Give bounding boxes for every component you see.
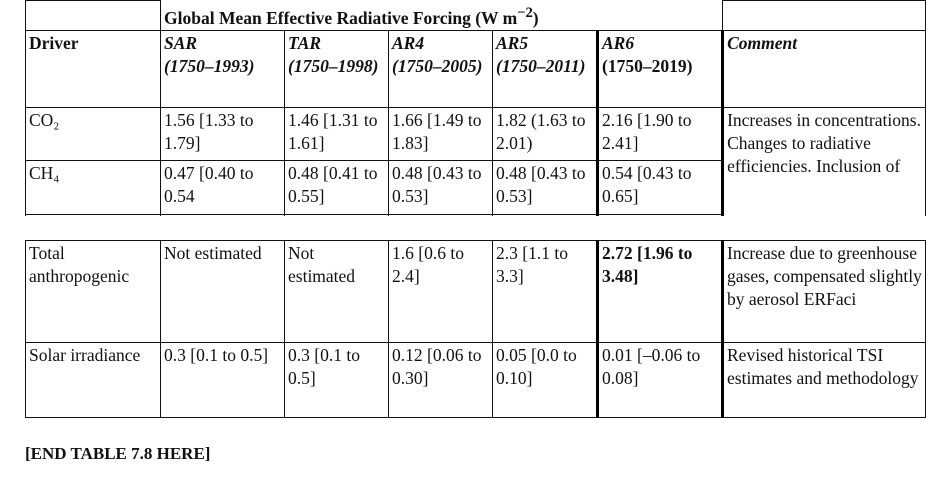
empty-cell [595, 214, 725, 216]
header-cell: AR5 (1750–2011) [492, 30, 598, 109]
column-name: AR6 [602, 33, 635, 54]
value-cell: 0.48 [0.41 to 0.55] [284, 160, 389, 216]
value-cell: 1.82 (1.63 to 2.01) [492, 107, 598, 162]
value-cell: 0.47 [0.40 to 0.54 [160, 160, 285, 216]
header-row: Driver SAR (1750–1993) TAR (1750–1998) AR4 (17… [25, 30, 927, 109]
value-cell: 0.12 [0.06 to 0.30] [388, 342, 493, 418]
column-period: (1750–1993) [164, 56, 255, 77]
data-row: Solar irradiance 0.3 [0.1 to 0.5] 0.3 [0.1… [25, 342, 926, 418]
empty-cell [25, 214, 161, 216]
comment-cell: Revised historical TSI estimates and met… [722, 342, 926, 418]
value-cell: 2.72 [1.96 to 3.48] [596, 240, 724, 343]
column-period: (1750–2005) [392, 56, 483, 77]
cut-row [25, 214, 926, 216]
column-period: (1750–1998) [288, 56, 379, 77]
empty-cell [25, 0, 161, 32]
column-name: TAR [288, 33, 322, 54]
value-cell: 0.3 [0.1 to 0.5] [284, 342, 389, 418]
header-cell: SAR (1750–1993) [160, 30, 285, 109]
value-cell: 0.48 [0.43 to 0.53] [388, 160, 493, 216]
data-row: Total anthropogenic Not estimated Not esti… [25, 240, 926, 343]
value-cell: 2.3 [1.1 to 3.3] [492, 240, 598, 343]
header-cell: Comment [722, 30, 927, 109]
table-top: Global Mean Effective Radiative Forcing … [25, 0, 927, 216]
value-cell: 2.16 [1.90 to 2.41] [595, 107, 725, 162]
column-period: (1750–2011) [496, 56, 586, 77]
column-name: SAR [164, 33, 198, 54]
table-top-clip: Global Mean Effective Radiative Forcing … [25, 0, 927, 216]
value-cell: 1.56 [1.33 to 1.79] [160, 107, 285, 162]
unit-exponent: −2 [517, 4, 533, 21]
title-row: Global Mean Effective Radiative Forcing … [25, 0, 927, 32]
data-row: CH₄ 0.47 [0.40 to 0.54 0.48 [0.41 to 0.55]… [25, 160, 926, 216]
empty-cell [492, 214, 598, 216]
header-cell: AR6 (1750–2019) [595, 30, 725, 109]
header-cell: AR4 (1750–2005) [388, 30, 493, 109]
header-cell: Driver [25, 30, 161, 109]
value-cell: 1.46 [1.31 to 1.61] [284, 107, 389, 162]
comment-cell: Increase due to greenhouse gases, compen… [722, 240, 926, 343]
value-cell: Not estimated [160, 240, 285, 343]
empty-cell [388, 214, 493, 216]
column-name: Driver [29, 33, 79, 54]
table-bottom-clip: Total anthropogenic Not estimated Not esti… [25, 240, 927, 418]
title: Global Mean Effective Radiative Forcing … [164, 7, 518, 28]
driver-cell: CO₂ [25, 107, 161, 162]
data-row: CO₂ 1.56 [1.33 to 1.79] 1.46 [1.31 to 1.61… [25, 107, 927, 216]
value-cell: 0.48 [0.43 to 0.53] [492, 160, 598, 216]
value-cell: 1.66 [1.49 to 1.83] [388, 107, 493, 162]
column-period: (1750–2019) [602, 56, 693, 77]
table-bottom: Total anthropogenic Not estimated Not esti… [25, 240, 926, 418]
empty-cell [284, 214, 389, 216]
comment-cell: Increases in concentrations. Changes to … [722, 107, 927, 216]
value-cell: Not estimated [284, 240, 389, 343]
value-cell: 0.54 [0.43 to 0.65] [595, 160, 725, 216]
driver-cell: Total anthropogenic [25, 240, 161, 343]
column-name: Comment [727, 33, 798, 54]
title-cell: Global Mean Effective Radiative Forcing … [159, 0, 724, 32]
value-cell: 0.01 [–0.06 to 0.08] [596, 342, 724, 418]
empty-cell [722, 0, 927, 32]
value-cell: 0.05 [0.0 to 0.10] [492, 342, 598, 418]
footer: [END TABLE 7.8 HERE] [25, 444, 211, 463]
title-end: ) [532, 7, 539, 28]
column-name: AR4 [392, 33, 425, 54]
value-cell: 1.6 [0.6 to 2.4] [388, 240, 493, 343]
driver-cell: Solar irradiance [25, 342, 161, 418]
empty-cell [160, 214, 285, 216]
value-cell: 0.3 [0.1 to 0.5] [160, 342, 285, 418]
header-cell: TAR (1750–1998) [284, 30, 389, 109]
driver-cell: CH₄ [25, 160, 161, 216]
column-name: AR5 [496, 33, 529, 54]
